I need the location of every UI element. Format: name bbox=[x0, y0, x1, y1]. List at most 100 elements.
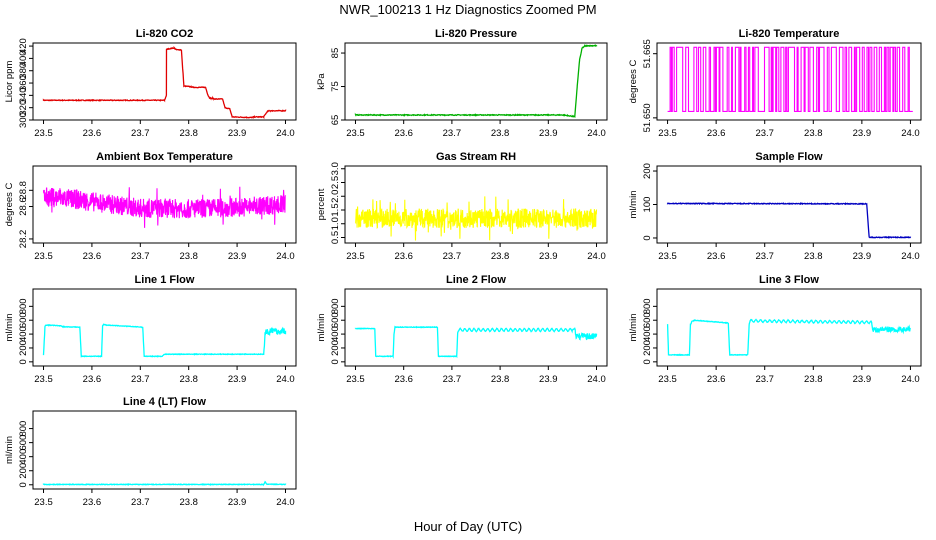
y-tick-label: 0 bbox=[18, 482, 29, 487]
x-tick-label: 23.6 bbox=[83, 374, 102, 385]
x-tick-label: 23.6 bbox=[83, 251, 102, 262]
y-tick-label: 360 bbox=[18, 75, 29, 91]
panel-title: Line 3 Flow bbox=[759, 274, 819, 286]
x-tick-label: 24.0 bbox=[276, 374, 295, 385]
x-tick-label: 23.7 bbox=[755, 128, 774, 139]
x-tick-label: 23.5 bbox=[346, 251, 365, 262]
x-tick-label: 24.0 bbox=[276, 251, 295, 262]
panel-6: Sample Flow 23.5 23.6 23.7 23.8 23.9 24.0 0 100 2… bbox=[628, 151, 922, 262]
panel-title: Li-820 Temperature bbox=[739, 28, 840, 40]
y-tick-label: 600 bbox=[330, 312, 341, 328]
panel-title: Line 2 Flow bbox=[446, 274, 506, 286]
x-tick-label: 24.0 bbox=[587, 128, 606, 139]
x-tick-label: 23.9 bbox=[539, 128, 558, 139]
y-tick-label: 600 bbox=[18, 312, 29, 328]
y-tick-label: 2.5 bbox=[330, 176, 341, 189]
y-tick-label: 400 bbox=[18, 449, 29, 465]
plot-frame bbox=[32, 288, 297, 367]
y-tick-label: 51.665 bbox=[642, 39, 653, 68]
y-tick-label: 800 bbox=[642, 298, 653, 314]
y-tick-label: 800 bbox=[330, 298, 341, 314]
y-tick-label: 300 bbox=[18, 112, 29, 128]
panel-title: Sample Flow bbox=[755, 151, 823, 163]
y-tick-label: 100 bbox=[642, 197, 653, 213]
panel-9: Line 3 Flow 23.5 23.6 23.7 23.8 23.9 24.0 0 2004… bbox=[628, 274, 922, 385]
plot-frame bbox=[344, 42, 608, 121]
y-tick-label: 0 bbox=[330, 359, 341, 364]
y-tick-label: 200 bbox=[642, 163, 653, 179]
y-tick-label: 0 bbox=[642, 359, 653, 364]
y-axis-label: kPa bbox=[316, 73, 327, 90]
y-axis-label: ml/min bbox=[628, 314, 639, 342]
panel-title: Line 4 (LT) Flow bbox=[123, 396, 206, 408]
y-tick-label: 420 bbox=[18, 38, 29, 54]
y-tick-label: 75 bbox=[330, 81, 341, 92]
x-tick-label: 23.5 bbox=[34, 128, 53, 139]
y-tick-label: 1.0 bbox=[330, 217, 341, 230]
plot-frame bbox=[656, 42, 922, 121]
y-tick-label: 28.2 bbox=[18, 230, 29, 249]
panel-title: Ambient Box Temperature bbox=[96, 151, 233, 163]
x-tick-label: 24.0 bbox=[587, 251, 606, 262]
panel-7: Line 1 Flow 23.5 23.6 23.7 23.8 23.9 24.0 0 2004… bbox=[4, 274, 297, 385]
series-line bbox=[42, 186, 287, 228]
plot-frame bbox=[32, 410, 297, 490]
x-tick-label: 23.7 bbox=[443, 374, 462, 385]
x-tick-label: 23.5 bbox=[658, 374, 677, 385]
x-tick-label: 23.6 bbox=[394, 251, 413, 262]
plot-frame bbox=[344, 288, 608, 367]
panel-1: Li-820 CO2 23.5 23.6 23.7 23.8 23.9 24.0 300320… bbox=[4, 28, 297, 139]
y-tick-label: 51.650 bbox=[642, 103, 653, 132]
series-line bbox=[355, 196, 598, 241]
y-tick-label: 400 bbox=[18, 326, 29, 342]
x-tick-label: 23.9 bbox=[853, 251, 872, 262]
panel-3: Li-820 Temperature 23.5 23.6 23.7 23.8 23.9 24… bbox=[628, 28, 922, 139]
y-tick-label: 28.6 bbox=[18, 197, 29, 216]
x-tick-label: 23.9 bbox=[539, 251, 558, 262]
y-tick-label: 28.8 bbox=[18, 181, 29, 200]
x-tick-label: 23.5 bbox=[34, 251, 53, 262]
x-tick-label: 23.8 bbox=[179, 128, 198, 139]
x-tick-label: 23.8 bbox=[491, 251, 510, 262]
series-line bbox=[666, 201, 912, 240]
panel-4: Ambient Box Temperature 23.5 23.6 23.7 23.8 2… bbox=[4, 151, 297, 262]
x-tick-label: 23.6 bbox=[707, 128, 726, 139]
x-tick-label: 23.7 bbox=[443, 128, 462, 139]
series-line bbox=[354, 325, 598, 360]
y-tick-label: 400 bbox=[18, 50, 29, 66]
x-tick-label: 23.9 bbox=[853, 374, 872, 385]
y-axis-label: degrees C bbox=[4, 182, 15, 226]
y-tick-label: 0.5 bbox=[330, 231, 341, 244]
x-tick-label: 23.8 bbox=[179, 374, 198, 385]
x-tick-label: 23.6 bbox=[707, 251, 726, 262]
x-tick-label: 23.5 bbox=[658, 251, 677, 262]
y-tick-label: 200 bbox=[18, 463, 29, 479]
x-tick-label: 23.6 bbox=[394, 128, 413, 139]
x-tick-label: 23.7 bbox=[131, 251, 150, 262]
x-tick-label: 23.8 bbox=[804, 128, 823, 139]
series-line bbox=[666, 318, 911, 357]
x-tick-label: 23.9 bbox=[228, 497, 247, 508]
x-tick-label: 23.5 bbox=[346, 128, 365, 139]
panel-10: Line 4 (LT) Flow 23.5 23.6 23.7 23.8 23.9 24.0… bbox=[4, 396, 297, 508]
x-tick-label: 23.9 bbox=[853, 128, 872, 139]
panel-title: Li-820 Pressure bbox=[435, 28, 517, 40]
x-tick-label: 23.9 bbox=[228, 374, 247, 385]
y-tick-label: 200 bbox=[330, 340, 341, 356]
y-tick-label: 0 bbox=[18, 359, 29, 364]
panel-8: Line 2 Flow 23.5 23.6 23.7 23.8 23.9 24.0 0 2004… bbox=[316, 274, 608, 385]
x-tick-label: 23.7 bbox=[131, 497, 150, 508]
y-tick-label: 600 bbox=[18, 435, 29, 451]
x-tick-label: 24.0 bbox=[901, 128, 920, 139]
y-axis-label: ml/min bbox=[4, 436, 15, 464]
series-line bbox=[354, 43, 598, 118]
y-tick-label: 600 bbox=[642, 312, 653, 328]
x-tick-label: 23.9 bbox=[539, 374, 558, 385]
y-tick-label: 800 bbox=[18, 421, 29, 437]
y-axis-label: Licor ppm bbox=[4, 61, 15, 103]
y-tick-label: 3.0 bbox=[330, 162, 341, 175]
x-tick-label: 24.0 bbox=[901, 251, 920, 262]
x-tick-label: 24.0 bbox=[587, 374, 606, 385]
plot-frame bbox=[32, 42, 297, 121]
